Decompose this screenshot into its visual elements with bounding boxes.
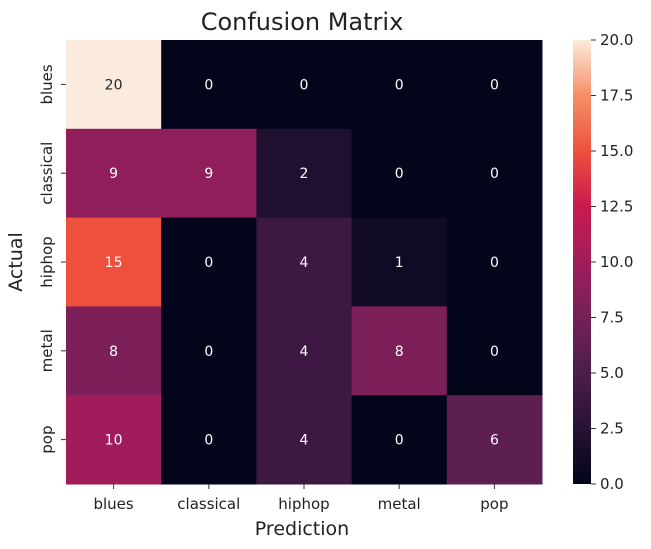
cell-value-label: 4: [300, 344, 309, 360]
heatmap-cell: [256, 306, 353, 396]
heatmap-cell: [256, 40, 353, 130]
heatmap-cell: [446, 395, 543, 485]
heatmap-cells: 20 0 0 0 09 9 2 0 015 0 4 1 08 0 4 8 010 0 4 0 6: [66, 40, 543, 485]
y-tick-labels: blues classical hiphop metal pop: [38, 64, 66, 454]
cell-value-label: 8: [395, 344, 404, 360]
heatmap-cell: [446, 40, 543, 130]
x-tick-label: blues: [93, 495, 133, 513]
cell-value-label: 0: [395, 77, 404, 93]
cell-value-label: 0: [204, 433, 213, 449]
heatmap-cell: [446, 128, 543, 219]
cell-value-label: 9: [109, 166, 118, 182]
cell-value-label: 4: [300, 255, 309, 271]
heatmap-cell: [351, 40, 448, 130]
heatmap-cell: [66, 306, 162, 396]
cell-value-label: 0: [395, 166, 404, 182]
cell-value-label: 1: [395, 255, 404, 271]
colorbar-tick-label: 5.0: [600, 364, 624, 382]
colorbar-tick-label: 10.0: [600, 253, 633, 271]
cell-value-label: 0: [490, 344, 499, 360]
y-tick-label: metal: [38, 329, 56, 372]
heatmap-cell: [256, 128, 353, 219]
cell-value-label: 0: [204, 344, 213, 360]
colorbar-tick-label: 17.5: [600, 87, 633, 105]
colorbar-tick-label: 0.0: [600, 475, 624, 493]
y-tick-label: blues: [38, 64, 56, 104]
colorbar: [573, 40, 591, 484]
y-axis-label: Actual: [5, 232, 27, 292]
cell-value-label: 20: [105, 77, 123, 93]
heatmap-cell: [256, 395, 353, 485]
cell-value-label: 0: [204, 77, 213, 93]
cell-value-label: 0: [490, 77, 499, 93]
cell-value-label: 9: [204, 166, 213, 182]
x-tick-label: pop: [480, 495, 508, 513]
x-tick-label: metal: [378, 495, 421, 513]
cell-value-label: 2: [300, 166, 309, 182]
heatmap-cell: [256, 217, 353, 307]
x-tick-label: classical: [177, 495, 240, 513]
cell-value-label: 0: [300, 77, 309, 93]
heatmap-cell: [351, 395, 448, 485]
heatmap-cell: [161, 306, 257, 396]
colorbar-tick-label: 7.5: [600, 309, 624, 327]
y-tick-label: hiphop: [38, 236, 56, 287]
heatmap-cell: [446, 306, 543, 396]
cell-value-label: 0: [490, 255, 499, 271]
x-tick-label: hiphop: [278, 495, 329, 513]
colorbar-ticks: 0.0 2.5 5.0 7.5 10.0 12.5 15.0 17.5 20.0: [591, 31, 633, 493]
heatmap-cell: [351, 128, 448, 219]
heatmap-cell: [446, 217, 543, 307]
colorbar-tick-label: 15.0: [600, 142, 633, 160]
colorbar-tick-label: 2.5: [600, 420, 624, 438]
heatmap-cell: [66, 128, 162, 219]
heatmap-cell: [161, 128, 257, 219]
cell-value-label: 10: [105, 433, 123, 449]
cell-value-label: 0: [204, 255, 213, 271]
heatmap-cell: [66, 395, 162, 485]
cell-value-label: 0: [395, 433, 404, 449]
cell-value-label: 4: [300, 433, 309, 449]
heatmap-cell: [351, 306, 448, 396]
x-tick-labels: blues classical hiphop metal pop: [93, 484, 509, 513]
cell-value-label: 15: [105, 255, 123, 271]
chart-title: Confusion Matrix: [201, 8, 404, 36]
cell-value-label: 6: [490, 433, 499, 449]
x-axis-label: Prediction: [255, 518, 349, 540]
heatmap-cell: [351, 217, 448, 307]
heatmap-cell: [161, 40, 257, 130]
cell-value-label: 8: [109, 344, 118, 360]
y-tick-label: classical: [38, 142, 56, 205]
colorbar-tick-label: 12.5: [600, 198, 633, 216]
heatmap-cell: [161, 395, 257, 485]
heatmap-cell: [66, 217, 162, 307]
heatmap-cell: [161, 217, 257, 307]
y-tick-label: pop: [38, 425, 56, 453]
cell-value-label: 0: [490, 166, 499, 182]
colorbar-tick-label: 20.0: [600, 31, 633, 49]
heatmap-cell: [66, 40, 162, 130]
